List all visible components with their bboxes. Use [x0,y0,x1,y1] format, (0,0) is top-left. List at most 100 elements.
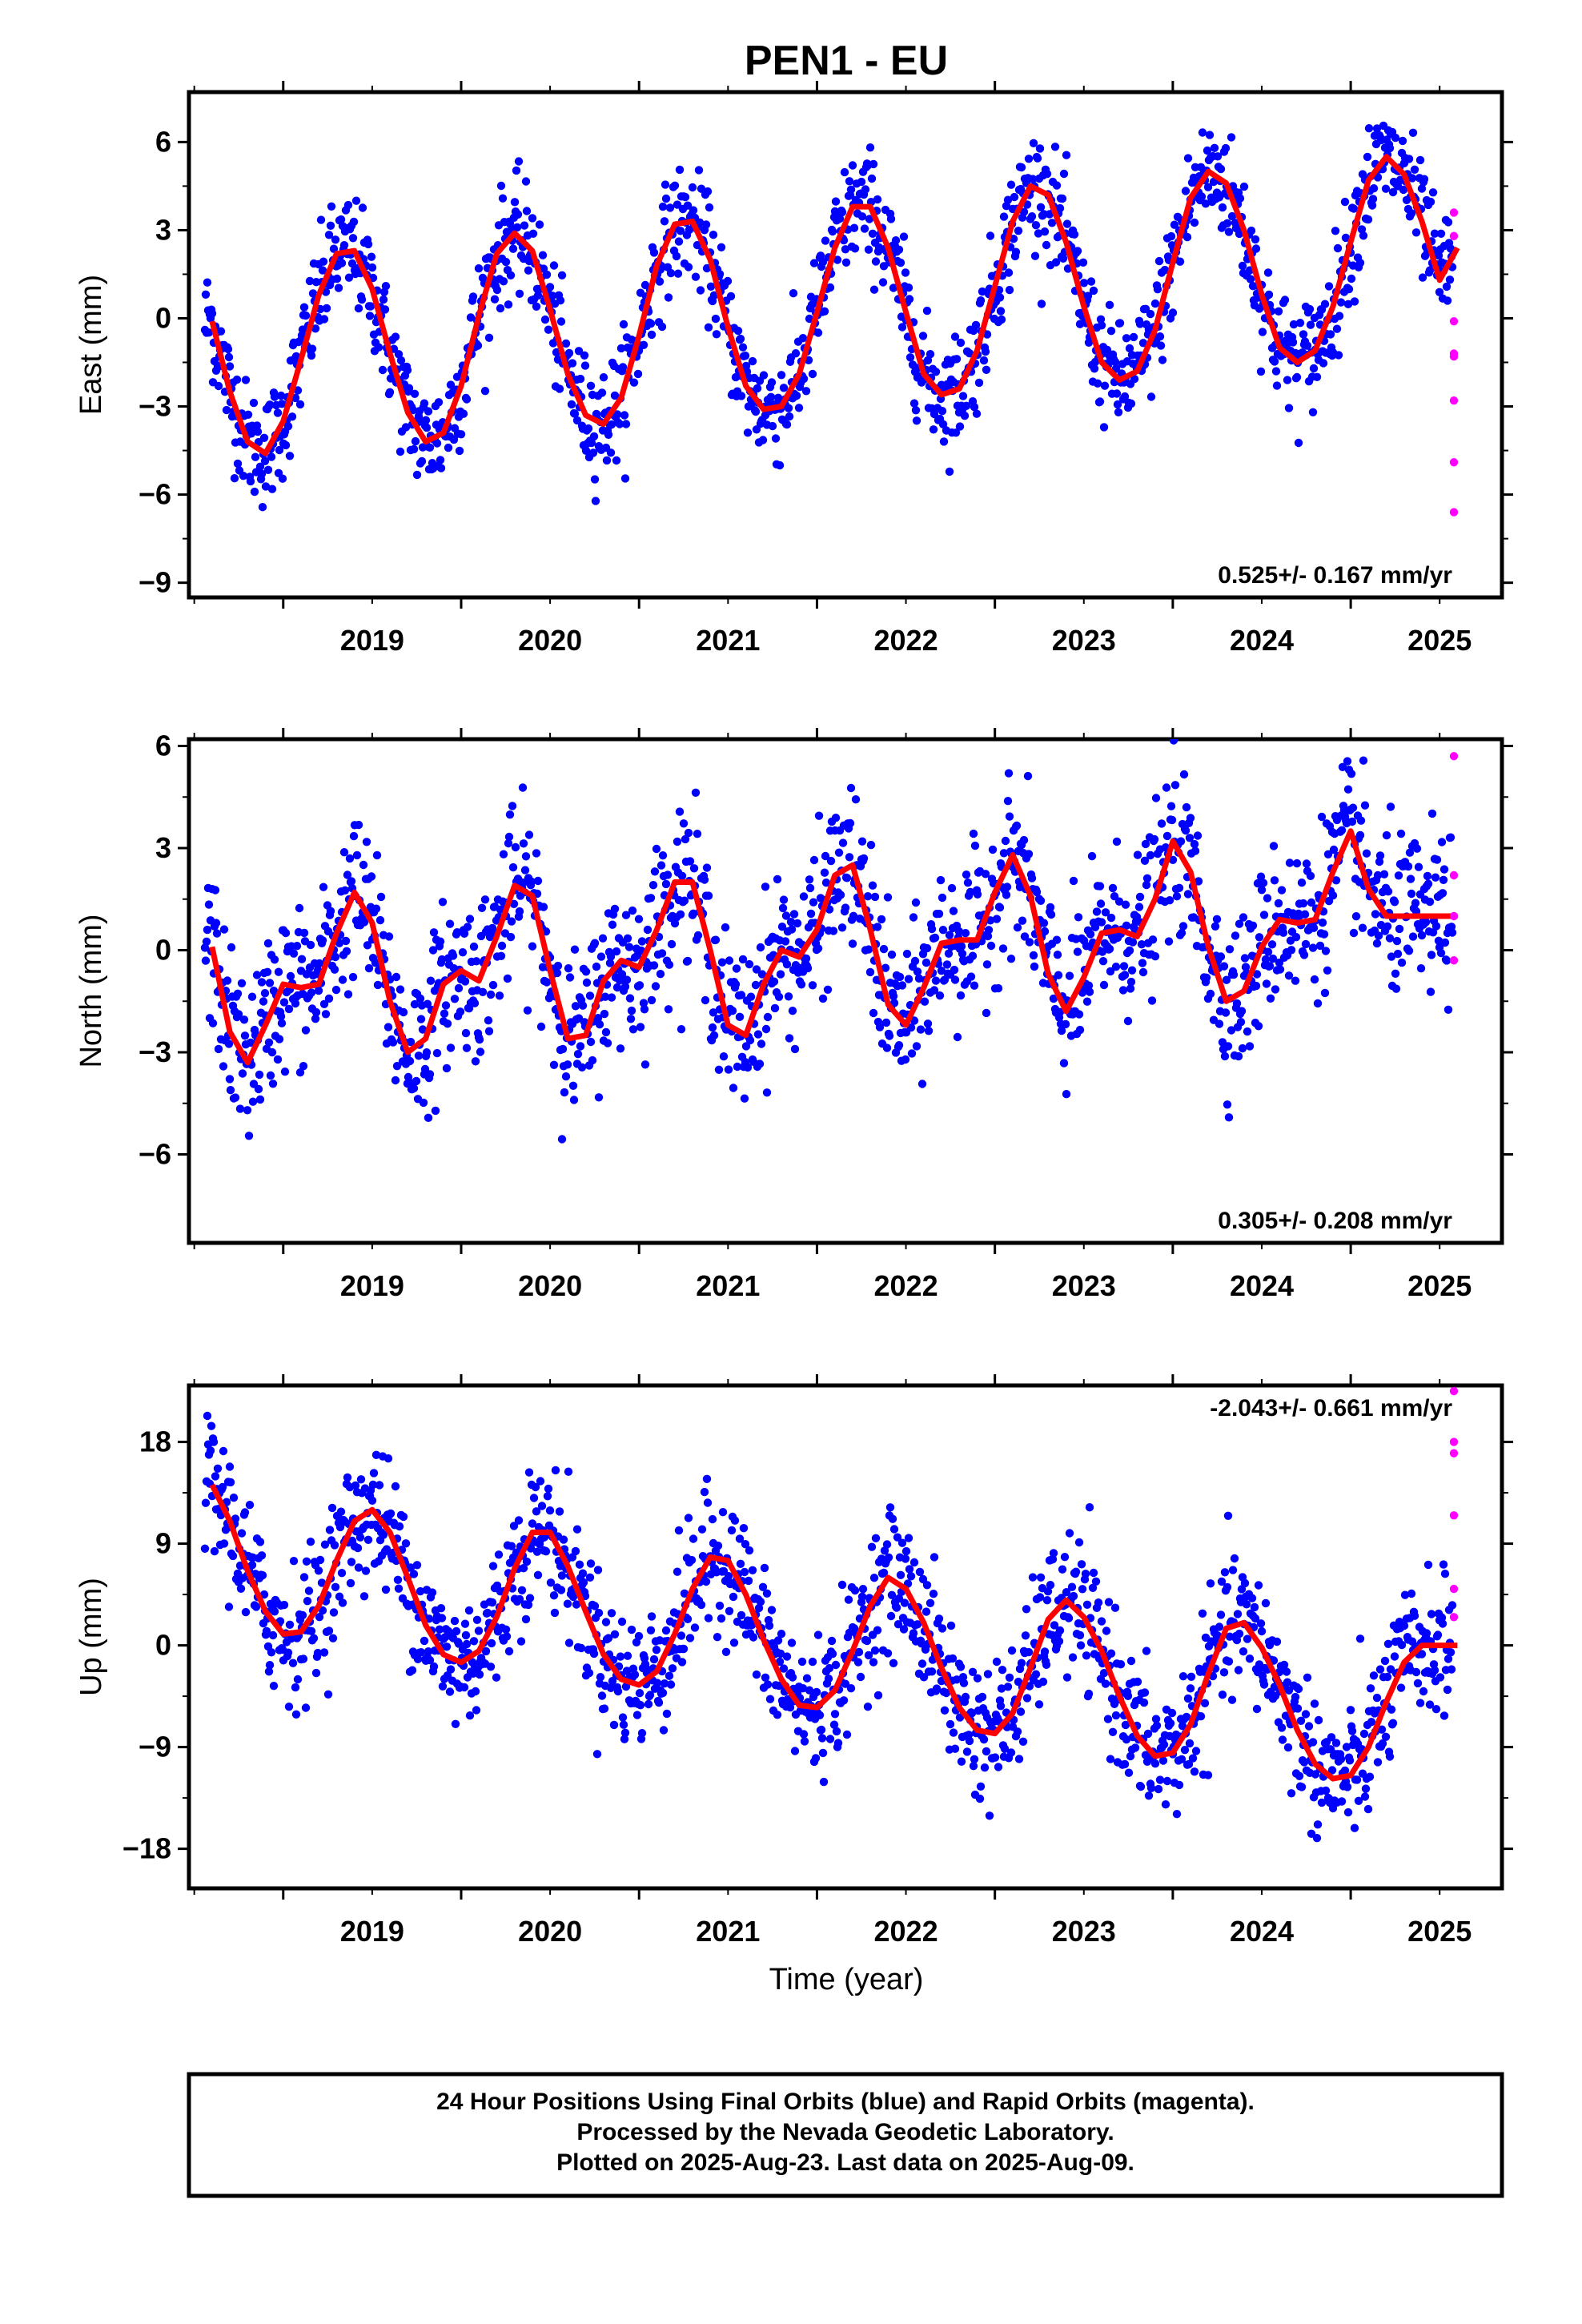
east-final-point [1292,372,1302,382]
up-final-point [1217,1577,1227,1586]
east-final-point [1288,338,1298,347]
up-final-point [767,1606,777,1614]
up-final-point [545,1506,555,1515]
north-final-point [954,927,964,936]
up-final-point [652,1679,662,1687]
up-final-point [894,1594,904,1603]
east-final-point [528,229,538,238]
north-final-point [753,1030,763,1039]
north-final-point [527,877,536,887]
up-final-point [837,1580,847,1590]
up-final-point [464,1606,474,1615]
east-final-point [336,215,346,224]
up-final-point [893,1533,902,1542]
up-rapid-point [1449,1584,1459,1594]
up-final-point [1296,1716,1306,1725]
east-final-point [978,287,987,296]
east-final-point [449,435,459,444]
east-final-point [459,409,468,418]
up-final-point [980,1763,990,1772]
north-rapid-point [1449,870,1459,880]
up-x-tick-label: 2024 [1230,1915,1294,1948]
east-final-point [1445,275,1455,284]
north-final-point [640,1060,650,1069]
east-final-point [590,475,600,484]
north-final-point [552,968,562,978]
up-final-point [915,1567,925,1577]
north-final-point [790,1044,800,1054]
east-final-point [411,436,420,446]
north-final-point [603,1039,612,1047]
east-final-point [515,289,524,298]
north-final-point [953,1032,962,1042]
east-final-point [1283,376,1292,384]
up-final-point [210,1546,219,1556]
north-final-point [1151,794,1161,802]
up-final-point [1108,1727,1118,1736]
east-final-point [1166,231,1176,241]
up-final-point [817,1725,826,1735]
north-final-point [1254,1022,1263,1031]
east-final-point [1407,174,1417,183]
east-final-point [1170,220,1179,229]
east-final-point [380,305,390,314]
east-final-point [1138,339,1148,348]
up-final-point [1232,1635,1242,1645]
north-final-point [1075,1025,1085,1035]
up-final-point [1359,1729,1369,1739]
up-final-point [1031,1670,1041,1679]
up-final-point [1224,1657,1234,1666]
up-final-point [606,1683,616,1692]
east-final-point [1347,274,1356,283]
north-plot-frame [187,737,1504,1245]
north-final-point [472,957,481,966]
north-final-point [721,923,730,932]
east-final-point [771,434,781,443]
up-final-point [381,1585,391,1594]
north-final-point [1006,955,1016,963]
up-final-point [730,1516,740,1525]
east-final-point [723,276,733,286]
north-final-point [1174,883,1184,893]
up-rapid-point [1449,1437,1459,1446]
north-final-point [201,956,211,965]
north-final-point [626,1015,636,1023]
up-final-point [883,1649,893,1658]
east-final-point [409,444,419,454]
north-final-point [1087,851,1097,861]
north-final-point [506,932,516,942]
north-final-point [1086,930,1095,939]
east-final-point [661,194,671,203]
north-final-point [1347,817,1357,826]
up-final-point [888,1514,897,1523]
up-final-point [775,1657,785,1667]
east-final-point [249,398,259,408]
north-final-point [295,1068,305,1077]
east-final-point [674,237,684,246]
north-final-point [349,831,359,841]
up-final-point [237,1529,247,1538]
up-final-point [379,1530,388,1539]
north-final-point [1403,862,1413,871]
north-final-point [340,886,350,895]
up-final-point [303,1597,312,1606]
east-final-point [542,270,552,279]
up-final-point [592,1750,602,1759]
north-final-point [937,967,946,975]
up-final-point [1097,1617,1106,1626]
up-final-point [240,1508,250,1517]
east-final-point [747,400,757,408]
up-final-point [487,1638,496,1648]
east-final-point [1221,143,1231,153]
north-final-point [1423,871,1432,881]
east-final-point [905,295,914,304]
north-final-point [667,939,677,949]
up-final-point [593,1566,603,1574]
east-final-point [568,359,577,368]
up-final-point [576,1643,586,1653]
east-final-point [809,259,819,267]
north-final-point [1351,912,1361,921]
north-final-point [600,1009,609,1019]
east-final-point [1251,235,1260,244]
north-final-point [914,974,924,983]
